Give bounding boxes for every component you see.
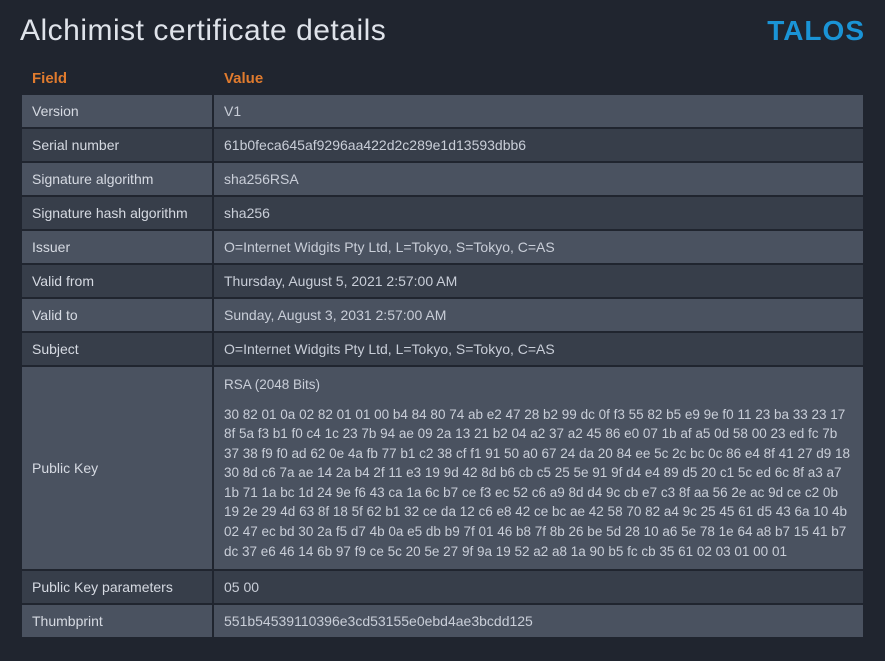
table-row: Serial number 61b0feca645af9296aa422d2c2… (22, 129, 863, 161)
field-value: 551b54539110396e3cd53155e0ebd4ae3bcdd125 (214, 605, 863, 637)
field-label: Issuer (22, 231, 212, 263)
field-label: Signature algorithm (22, 163, 212, 195)
table-row: Valid from Thursday, August 5, 2021 2:57… (22, 265, 863, 297)
field-label: Signature hash algorithm (22, 197, 212, 229)
certificate-table: Field Value Version V1 Serial number 61b… (20, 62, 865, 639)
table-row: Public Key parameters 05 00 (22, 571, 863, 603)
talos-logo: Talos (767, 15, 865, 47)
table-row: Signature hash algorithm sha256 (22, 197, 863, 229)
col-header-value: Value (214, 64, 863, 93)
field-value: Thursday, August 5, 2021 2:57:00 AM (214, 265, 863, 297)
field-value-publickey: RSA (2048 Bits) 30 82 01 0a 02 82 01 01 … (214, 367, 863, 569)
field-label: Version (22, 95, 212, 127)
field-label: Valid to (22, 299, 212, 331)
field-label: Subject (22, 333, 212, 365)
header: Alchimist certificate details Talos (20, 14, 865, 48)
field-label: Valid from (22, 265, 212, 297)
logo-text: Talos (767, 15, 865, 47)
field-value: O=Internet Widgits Pty Ltd, L=Tokyo, S=T… (214, 231, 863, 263)
table-row: Version V1 (22, 95, 863, 127)
field-value: 05 00 (214, 571, 863, 603)
field-label: Serial number (22, 129, 212, 161)
table-row: Public Key RSA (2048 Bits) 30 82 01 0a 0… (22, 367, 863, 569)
table-row: Signature algorithm sha256RSA (22, 163, 863, 195)
table-header-row: Field Value (22, 64, 863, 93)
field-value: 61b0feca645af9296aa422d2c289e1d13593dbb6 (214, 129, 863, 161)
field-value: sha256 (214, 197, 863, 229)
field-value: V1 (214, 95, 863, 127)
field-label: Public Key parameters (22, 571, 212, 603)
table-row: Valid to Sunday, August 3, 2031 2:57:00 … (22, 299, 863, 331)
pubkey-hex: 30 82 01 0a 02 82 01 01 00 b4 84 80 74 a… (224, 405, 853, 562)
field-label: Thumbprint (22, 605, 212, 637)
field-label: Public Key (22, 367, 212, 569)
field-value: O=Internet Widgits Pty Ltd, L=Tokyo, S=T… (214, 333, 863, 365)
pubkey-algo: RSA (2048 Bits) (224, 375, 853, 395)
field-value: sha256RSA (214, 163, 863, 195)
table-row: Subject O=Internet Widgits Pty Ltd, L=To… (22, 333, 863, 365)
page-title: Alchimist certificate details (20, 14, 386, 48)
table-row: Issuer O=Internet Widgits Pty Ltd, L=Tok… (22, 231, 863, 263)
field-value: Sunday, August 3, 2031 2:57:00 AM (214, 299, 863, 331)
table-row: Thumbprint 551b54539110396e3cd53155e0ebd… (22, 605, 863, 637)
col-header-field: Field (22, 64, 212, 93)
